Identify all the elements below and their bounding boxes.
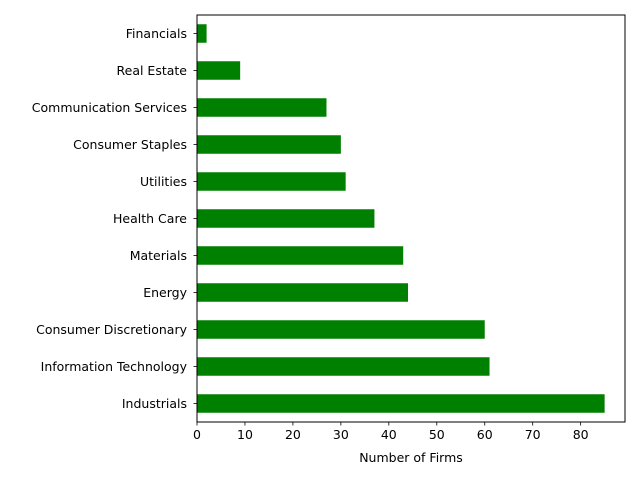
y-tick-label: Information Technology [41,359,188,374]
y-tick-label: Energy [143,285,187,300]
bar-energy [197,283,409,302]
y-tick-label: Consumer Discretionary [36,322,187,337]
x-tick-label: 60 [477,427,493,442]
bar-health-care [197,209,375,228]
bar-industrials [197,394,605,413]
bar-consumer-staples [197,135,341,154]
x-tick-label: 0 [193,427,201,442]
y-tick-label: Real Estate [117,63,188,78]
bars-group [197,24,605,413]
x-axis-ticks: 0 10 20 30 40 50 60 70 80 [193,422,589,442]
x-tick-label: 40 [381,427,397,442]
y-tick-label: Industrials [122,396,187,411]
x-tick-label: 80 [573,427,589,442]
y-tick-label: Utilities [140,174,187,189]
x-tick-label: 20 [285,427,301,442]
y-tick-label: Consumer Staples [73,137,187,152]
bar-materials [197,246,404,265]
bar-information-technology [197,357,490,376]
plot-frame [196,14,626,423]
bar-real-estate [197,61,241,80]
y-tick-label: Materials [130,248,187,263]
y-tick-label: Communication Services [32,100,187,115]
bar-utilities [197,172,346,191]
x-axis-label: Number of Firms [359,450,463,465]
x-tick-label: 10 [237,427,253,442]
bar-consumer-discretionary [197,320,485,339]
y-axis-ticks: Industrials Information Technology Consume… [32,26,197,411]
x-tick-label: 50 [429,427,445,442]
bar-financials [197,24,207,43]
y-tick-label: Health Care [113,211,187,226]
x-tick-label: 30 [333,427,349,442]
bar-communication-services [197,98,327,117]
y-tick-label: Financials [126,26,187,41]
x-tick-label: 70 [525,427,541,442]
